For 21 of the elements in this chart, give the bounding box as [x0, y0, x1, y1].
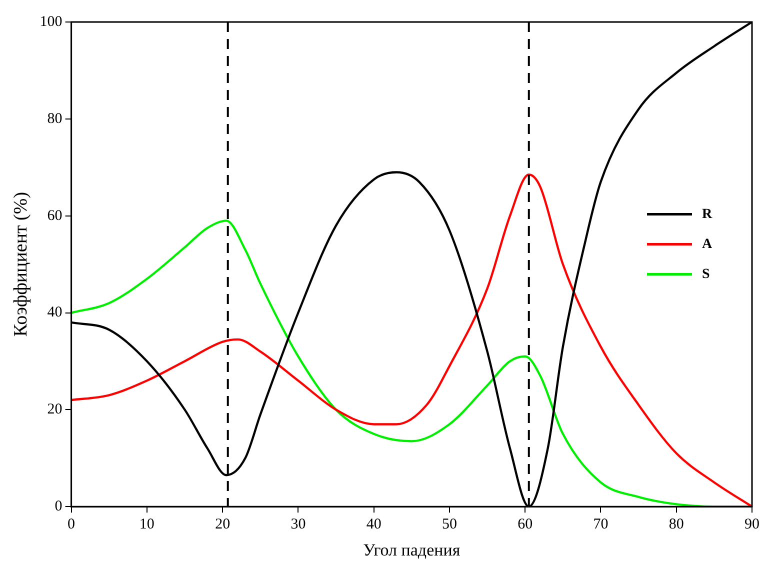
x-tick-label: 0: [68, 516, 76, 533]
x-tick-label: 20: [215, 516, 230, 533]
x-tick-label: 30: [290, 516, 306, 533]
y-tick-label: 20: [47, 402, 62, 418]
x-axis-title: Угол падения: [363, 540, 460, 560]
y-tick-label: 0: [54, 498, 62, 515]
x-tick-label: 80: [668, 516, 684, 533]
y-tick-label: 40: [47, 304, 62, 321]
x-tick-label: 10: [139, 516, 154, 533]
y-tick-label: 100: [40, 14, 62, 30]
legend-label: S: [702, 266, 710, 282]
x-tick-label: 90: [744, 516, 760, 533]
y-tick-label: 80: [47, 110, 62, 127]
legend-label: A: [702, 236, 713, 252]
x-tick-label: 40: [366, 516, 382, 533]
y-tick-label: 60: [47, 208, 62, 224]
x-tick-label: 70: [593, 516, 608, 533]
x-tick-label: 60: [518, 516, 533, 533]
x-tick-label: 50: [442, 516, 457, 533]
y-axis-title: Коэффициент (%): [10, 192, 32, 337]
legend-label: R: [702, 206, 713, 222]
